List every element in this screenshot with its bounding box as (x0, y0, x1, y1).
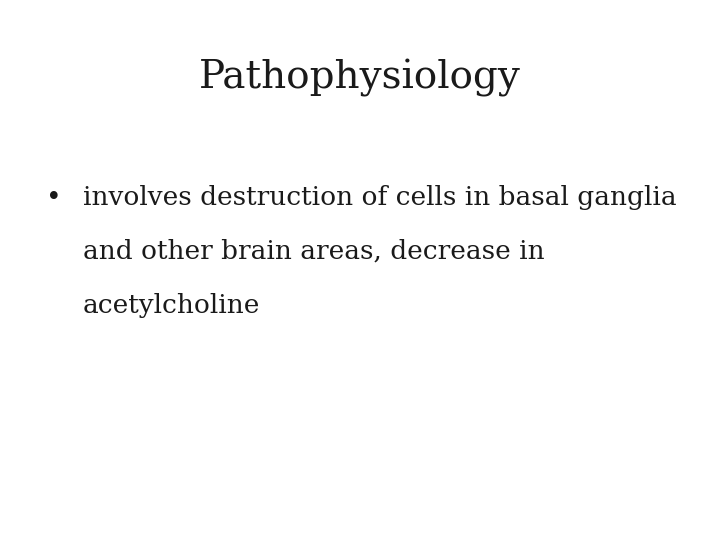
Text: acetylcholine: acetylcholine (83, 293, 260, 318)
Text: •: • (46, 185, 62, 210)
Text: Pathophysiology: Pathophysiology (199, 59, 521, 97)
Text: and other brain areas, decrease in: and other brain areas, decrease in (83, 239, 544, 264)
Text: involves destruction of cells in basal ganglia: involves destruction of cells in basal g… (83, 185, 676, 210)
